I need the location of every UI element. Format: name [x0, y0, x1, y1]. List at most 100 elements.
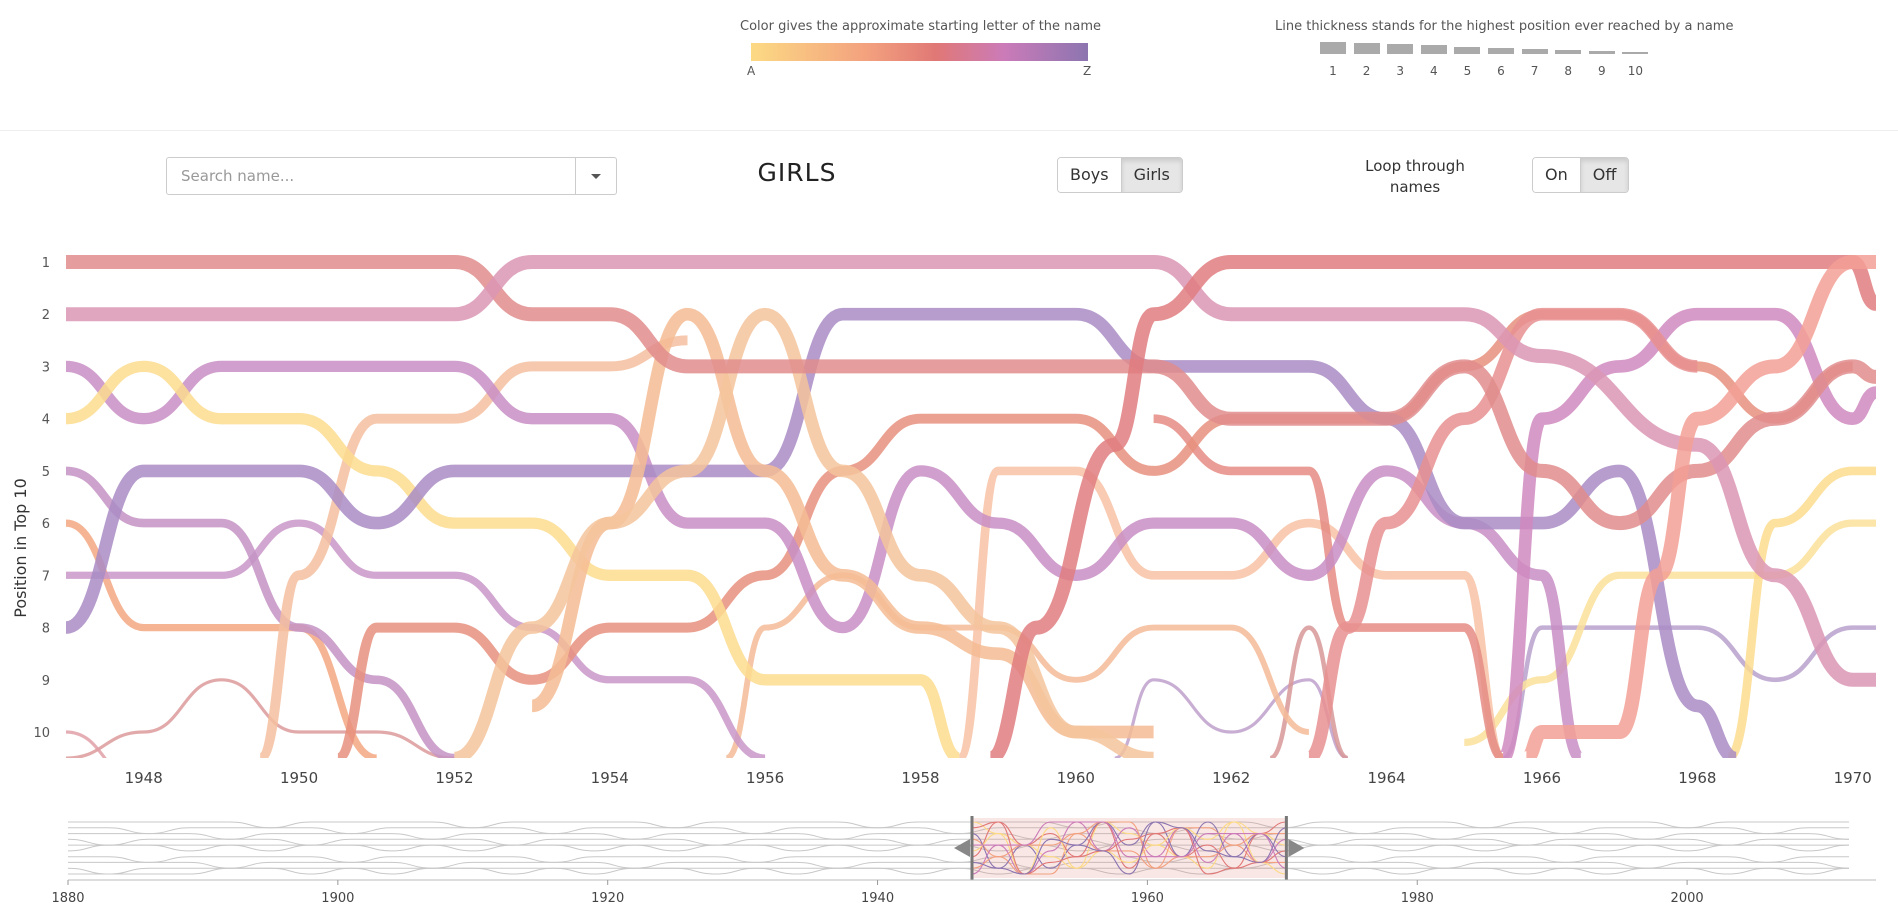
- context-line: [68, 861, 1850, 869]
- context-tick-label: 1880: [51, 891, 84, 906]
- series-layer[interactable]: [66, 255, 1876, 784]
- brush-line: [972, 821, 1287, 869]
- x-tick-label: 1964: [1368, 769, 1406, 787]
- y-axis-label: Position in Top 10: [11, 478, 30, 618]
- loop-off-button[interactable]: Off: [1579, 158, 1629, 192]
- color-legend-title: Color gives the approximate starting let…: [740, 19, 1102, 34]
- x-tick-label: 1970: [1834, 769, 1872, 787]
- name-line-purple-thin-a[interactable]: [66, 466, 455, 758]
- y-tick-label: 9: [42, 674, 50, 689]
- context-lines: [67, 821, 1850, 875]
- thickness-label: 5: [1463, 64, 1472, 78]
- context-tick-label: 1900: [321, 891, 354, 906]
- brush-line: [971, 821, 1287, 875]
- name-line-pink-thin-a[interactable]: [66, 678, 455, 758]
- name-line-pink-thin-b[interactable]: [1269, 625, 1349, 759]
- y-axis: 1 2 3 4 5 6 7 8 9 10: [33, 256, 50, 741]
- name-line-lilac-thin[interactable]: [1114, 678, 1349, 758]
- x-tick-label: 1954: [591, 769, 629, 787]
- context-line: [67, 856, 1849, 863]
- girls-button[interactable]: Girls: [1120, 158, 1182, 192]
- name-line-purple-line-a[interactable]: [66, 360, 1584, 758]
- name-line-rank2-line[interactable]: [66, 255, 1876, 687]
- y-tick-label: 5: [42, 465, 50, 480]
- x-tick-label: 1952: [435, 769, 473, 787]
- name-search-box[interactable]: [166, 157, 617, 195]
- x-tick-label: 1962: [1212, 769, 1250, 787]
- thickness-label: 10: [1627, 64, 1644, 78]
- context-line: [67, 838, 1849, 846]
- context-line: [67, 867, 1850, 875]
- y-tick-label: 8: [42, 622, 50, 637]
- context-x-axis: 1880 1900 1920 1940 1960 1980 2000: [51, 879, 1876, 906]
- thickness-bar: [1353, 43, 1380, 54]
- context-tick-label: 1980: [1401, 891, 1434, 906]
- rank-chart: Position in Top 10 1 2 3 4 5 6 7 8 9 10 1 9 4 8 1950 1…: [11, 255, 1876, 787]
- loop-on-button[interactable]: On: [1533, 158, 1580, 192]
- brush-left-arrow-icon[interactable]: [954, 839, 970, 857]
- context-line: [67, 821, 1849, 829]
- thickness-bar: [1488, 47, 1514, 54]
- name-line-salmon-line-c[interactable]: [1306, 307, 1698, 758]
- y-tick-label: 10: [33, 726, 50, 741]
- name-line-peach-line-d[interactable]: [955, 466, 1506, 758]
- y-tick-label: 7: [42, 569, 50, 584]
- name-line-yellow-line-b[interactable]: [1726, 466, 1876, 758]
- x-tick-label: 1968: [1678, 769, 1716, 787]
- name-line-rose-thin[interactable]: [66, 730, 144, 784]
- thickness-label: 6: [1497, 64, 1505, 78]
- timeline-context-chart[interactable]: 1880 1900 1920 1940 1960 1980 2000: [0, 810, 1898, 916]
- color-ramp-start-label: A: [747, 64, 756, 78]
- thickness-bar: [1555, 50, 1582, 54]
- name-line-purple-thin-b[interactable]: [66, 519, 766, 758]
- name-line-purple-thin-c[interactable]: [1502, 625, 1876, 759]
- thickness-bar: [1320, 42, 1346, 54]
- thickness-label: 2: [1362, 64, 1371, 78]
- y-tick-label: 6: [42, 517, 50, 532]
- brush-right-arrow-icon[interactable]: [1288, 839, 1305, 857]
- context-tick-label: 1960: [1131, 891, 1164, 906]
- search-dropdown-toggle[interactable]: [575, 158, 616, 194]
- name-line-tallest-rise[interactable]: [987, 255, 1876, 758]
- legend-panel: Color gives the approximate starting let…: [0, 0, 1898, 131]
- boys-button[interactable]: Boys: [1058, 158, 1121, 192]
- brush-selection[interactable]: [972, 818, 1287, 878]
- thickness-bar: [1622, 52, 1649, 54]
- thickness-bar: [1387, 44, 1414, 54]
- thickness-bar: [1521, 48, 1548, 54]
- y-tick-label: 4: [42, 413, 50, 428]
- thickness-bar: [1588, 51, 1615, 54]
- search-input[interactable]: [167, 158, 577, 194]
- context-line: [67, 844, 1849, 852]
- name-line-yellow-line-a[interactable]: [66, 360, 962, 758]
- loop-label: Loop through names: [1365, 157, 1465, 196]
- y-tick-label: 3: [42, 360, 50, 375]
- thickness-legend-title: Line thickness stands for the highest po…: [1275, 19, 1734, 34]
- context-tick-label: 1940: [861, 891, 894, 906]
- x-tick-label: 1966: [1523, 769, 1561, 787]
- caret-down-icon: [591, 173, 601, 179]
- x-tick-label: 1956: [746, 769, 784, 787]
- loop-toggle: On Off: [1532, 157, 1630, 193]
- thickness-label: 1: [1329, 64, 1337, 78]
- context-tick-label: 1920: [591, 891, 624, 906]
- context-line: [68, 833, 1850, 840]
- y-tick-label: 2: [42, 308, 50, 323]
- thickness-label: 7: [1530, 64, 1539, 78]
- name-line-peach-line-c[interactable]: [257, 335, 688, 758]
- gender-title: GIRLS: [757, 158, 837, 187]
- name-line-late-riser[interactable]: [1523, 255, 1876, 758]
- color-ramp: [751, 43, 1088, 61]
- y-tick-label: 1: [42, 256, 50, 271]
- thickness-label: 8: [1564, 64, 1572, 78]
- thickness-label: 4: [1429, 64, 1438, 78]
- x-tick-label: 1950: [280, 769, 318, 787]
- color-ramp-end-label: Z: [1083, 64, 1092, 78]
- context-line: [67, 827, 1849, 835]
- timeline-brush[interactable]: [954, 816, 1305, 880]
- x-tick-label: 1960: [1057, 769, 1095, 787]
- x-axis: 1948 1950 1952 1954 1956 1958 1960 1962 1964 1966…: [125, 769, 1872, 787]
- context-line: [67, 867, 1849, 875]
- thickness-bar: [1420, 45, 1447, 54]
- thickness-label: 3: [1396, 64, 1404, 78]
